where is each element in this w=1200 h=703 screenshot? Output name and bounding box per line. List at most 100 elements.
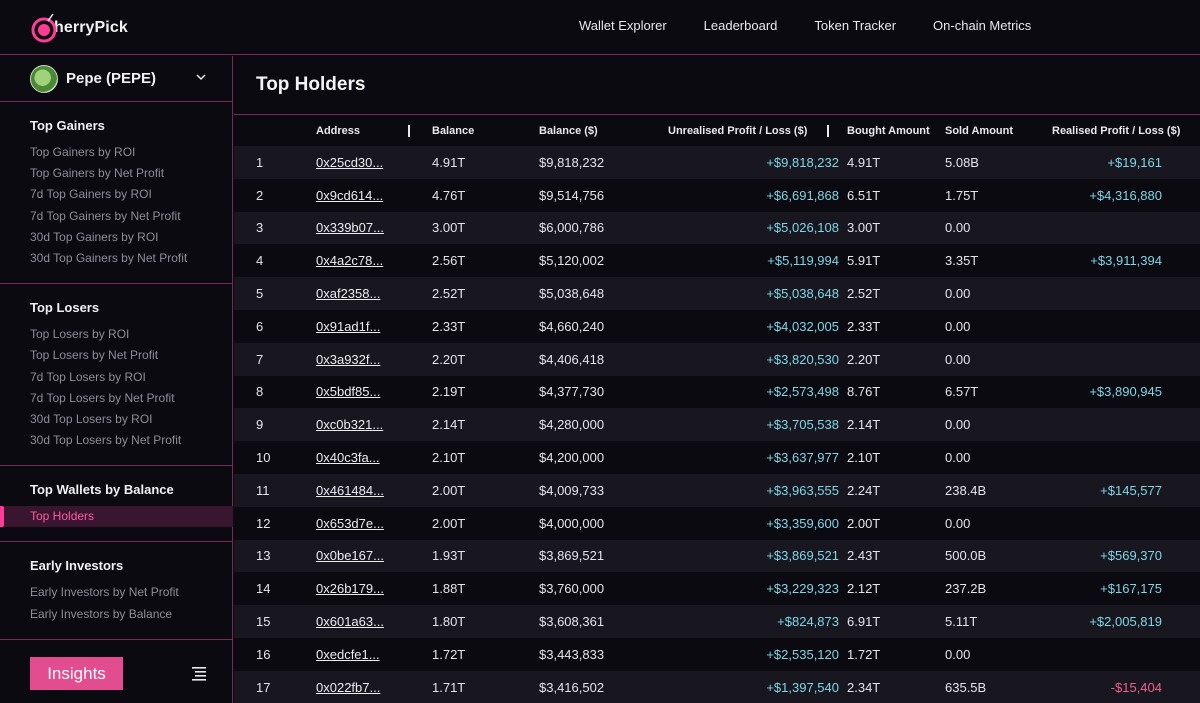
address-cell[interactable]: 0x25cd30... <box>316 146 432 179</box>
sidebar-item-7d-top-losers-roi[interactable]: 7d Top Losers by ROI <box>30 369 146 384</box>
wallet-address-link[interactable]: 0x461484... <box>316 482 384 498</box>
column-header-bought[interactable]: Bought Amount <box>839 116 945 146</box>
realised-cell: +$145,577 <box>1100 482 1162 498</box>
wallet-address-link[interactable]: 0xaf2358... <box>316 286 381 302</box>
bought-cell: 2.20T <box>847 351 881 367</box>
address-cell[interactable]: 0x653d7e... <box>316 507 432 540</box>
table-row[interactable]: 10 0x40c3fa... 2.10T $4,200,000 +$3,637,977 2… <box>234 441 1200 474</box>
cherrypick-logo[interactable]: herryPick <box>30 10 128 46</box>
table-row[interactable]: 16 0xedcfe1... 1.72T $3,443,833 +$2,535,120 1… <box>234 637 1200 671</box>
table-row[interactable]: 2 0x9cd614... 4.76T $9,514,756 +$6,691,868 6.… <box>234 178 1200 212</box>
unrealised-cell: +$4,032,005 <box>766 318 839 334</box>
rank-cell: 15 <box>256 614 271 630</box>
address-cell[interactable]: 0x022fb7... <box>316 671 432 703</box>
sidebar-item-7d-top-gainers-roi[interactable]: 7d Top Gainers by ROI <box>30 187 152 202</box>
sidebar-item-top-holders[interactable]: Top Holders <box>0 506 233 528</box>
sold-cell: 0.00 <box>945 220 971 236</box>
balance-usd-cell: $4,009,733 <box>539 482 605 498</box>
wallet-address-link[interactable]: 0x022fb7... <box>316 679 381 695</box>
address-cell[interactable]: 0x5bdf85... <box>316 376 432 409</box>
rank-cell: 1 <box>256 154 264 170</box>
sidebar-item-30d-top-losers-net-profit[interactable]: 30d Top Losers by Net Profit <box>30 433 182 448</box>
column-header-unrealised[interactable]: Unrealised Profit / Loss ($) <box>661 116 839 146</box>
address-cell[interactable]: 0x0be167... <box>316 540 432 573</box>
wallet-address-link[interactable]: 0x25cd30... <box>316 154 384 170</box>
sidebar-item-top-losers-roi[interactable]: Top Losers by ROI <box>30 327 130 342</box>
sidebar-item-top-gainers-roi[interactable]: Top Gainers by ROI <box>30 145 136 159</box>
table-row[interactable]: 11 0x461484... 2.00T $4,009,733 +$3,963,555 2… <box>234 473 1200 507</box>
address-cell[interactable]: 0x9cd614... <box>316 179 432 212</box>
nav-wallet-explorer[interactable]: Wallet Explorer <box>579 18 667 33</box>
column-header-sold[interactable]: Sold Amount <box>945 116 1046 146</box>
address-cell[interactable]: 0x91ad1f... <box>316 310 432 343</box>
sidebar-item-30d-top-gainers-net-profit[interactable]: 30d Top Gainers by Net Profit <box>30 250 188 265</box>
address-cell[interactable]: 0xaf2358... <box>316 277 432 310</box>
realised-cell <box>1046 277 1200 310</box>
column-header-balance[interactable]: Balance <box>432 116 539 146</box>
realised-cell: +$569,370 <box>1100 548 1162 564</box>
rank-cell: 12 <box>256 515 271 531</box>
wallet-address-link[interactable]: 0x601a63... <box>316 614 384 630</box>
table-row[interactable]: 3 0x339b07... 3.00T $6,000,786 +$5,026,108 3.… <box>234 211 1200 245</box>
table-row[interactable]: 14 0x26b179... 1.88T $3,760,000 +$3,229,323 2… <box>234 572 1200 606</box>
address-cell[interactable]: 0x3a932f... <box>316 343 432 376</box>
sidebar-item-7d-top-gainers-net-profit[interactable]: 7d Top Gainers by Net Profit <box>30 208 181 223</box>
column-header-address[interactable]: Address <box>316 116 432 146</box>
wallet-address-link[interactable]: 0xc0b321... <box>316 417 384 433</box>
table-row[interactable]: 6 0x91ad1f... 2.33T $4,660,240 +$4,032,005 2.… <box>234 309 1200 343</box>
wallet-address-link[interactable]: 0x9cd614... <box>316 187 384 203</box>
sidebar-item-top-gainers-net-profit[interactable]: Top Gainers by Net Profit <box>30 166 165 181</box>
column-header-realised[interactable]: Realised Profit / Loss ($) <box>1046 116 1200 146</box>
sidebar-item-30d-top-gainers-roi[interactable]: 30d Top Gainers by ROI <box>30 229 159 244</box>
token-selector[interactable]: Pepe (PEPE) <box>0 56 232 102</box>
wallet-address-link[interactable]: 0x3a932f... <box>316 351 381 367</box>
table-row[interactable]: 1 0x25cd30... 4.91T $9,818,232 +$9,818,232 4.… <box>234 146 1200 179</box>
header-label: Unrealised Profit / Loss ($) <box>668 125 808 137</box>
table-row[interactable]: 12 0x653d7e... 2.00T $4,000,000 +$3,359,600 2… <box>234 506 1200 540</box>
table-row[interactable]: 13 0x0be167... 1.93T $3,869,521 +$3,869,521 2… <box>234 539 1200 573</box>
address-cell[interactable]: 0x461484... <box>316 474 432 507</box>
sidebar-item-30d-top-losers-roi[interactable]: 30d Top Losers by ROI <box>30 411 153 426</box>
table-row[interactable]: 4 0x4a2c78... 2.56T $5,120,002 +$5,119,994 5.… <box>234 244 1200 278</box>
address-cell[interactable]: 0x40c3fa... <box>316 441 432 474</box>
table-row[interactable]: 5 0xaf2358... 2.52T $5,038,648 +$5,038,648 2.… <box>234 277 1200 310</box>
balance-cell: 4.91T <box>432 154 466 170</box>
sidebar-item-early-investors-net-profit[interactable]: Early Investors by Net Profit <box>30 585 179 600</box>
sidebar-item-top-losers-net-profit[interactable]: Top Losers by Net Profit <box>30 348 159 363</box>
chevron-down-icon[interactable] <box>196 72 206 82</box>
table-row[interactable]: 8 0x5bdf85... 2.19T $4,377,730 +$2,573,498 8.… <box>234 375 1200 409</box>
wallet-address-link[interactable]: 0x653d7e... <box>316 515 384 531</box>
table-row[interactable]: 15 0x601a63... 1.80T $3,608,361 +$824,873 6.9… <box>234 605 1200 638</box>
address-cell[interactable]: 0x339b07... <box>316 212 432 245</box>
sold-cell: 3.35T <box>945 253 979 269</box>
sidebar-item-7d-top-losers-net-profit[interactable]: 7d Top Losers by Net Profit <box>30 390 175 405</box>
sold-cell: 6.57T <box>945 384 979 400</box>
address-cell[interactable]: 0xedcfe1... <box>316 638 432 671</box>
nav-token-tracker[interactable]: Token Tracker <box>814 18 897 33</box>
sidebar-item-early-investors-balance[interactable]: Early Investors by Balance <box>30 606 173 621</box>
menu-icon[interactable] <box>191 667 207 681</box>
unrealised-cell: +$9,818,232 <box>766 154 839 170</box>
wallet-address-link[interactable]: 0x4a2c78... <box>316 253 384 269</box>
nav-leaderboard[interactable]: Leaderboard <box>703 18 778 33</box>
wallet-address-link[interactable]: 0x5bdf85... <box>316 384 381 400</box>
table-row[interactable]: 9 0xc0b321... 2.14T $4,280,000 +$3,705,538 2.… <box>234 408 1200 442</box>
wallet-address-link[interactable]: 0x339b07... <box>316 220 384 236</box>
wallet-address-link[interactable]: 0x91ad1f... <box>316 318 381 334</box>
sold-cell: 635.5B <box>945 679 987 695</box>
address-cell[interactable]: 0x26b179... <box>316 572 432 605</box>
realised-cell: +$2,005,819 <box>1089 614 1162 630</box>
address-cell[interactable]: 0x601a63... <box>316 605 432 638</box>
nav-on-chain-metrics[interactable]: On-chain Metrics <box>933 18 1032 33</box>
address-cell[interactable]: 0x4a2c78... <box>316 244 432 277</box>
table-row[interactable]: 7 0x3a932f... 2.20T $4,406,418 +$3,820,530 2.… <box>234 342 1200 376</box>
wallet-address-link[interactable]: 0x40c3fa... <box>316 450 380 466</box>
column-header-balance-usd[interactable]: Balance ($) <box>539 116 661 146</box>
table-row[interactable]: 17 0x022fb7... 1.71T $3,416,502 +$1,397,540 2… <box>234 670 1200 703</box>
address-cell[interactable]: 0xc0b321... <box>316 408 432 441</box>
wallet-address-link[interactable]: 0xedcfe1... <box>316 646 380 662</box>
wallet-address-link[interactable]: 0x0be167... <box>316 548 384 564</box>
unrealised-cell: +$3,963,555 <box>766 482 839 498</box>
insights-button[interactable]: Insights <box>30 657 123 690</box>
wallet-address-link[interactable]: 0x26b179... <box>316 581 384 597</box>
